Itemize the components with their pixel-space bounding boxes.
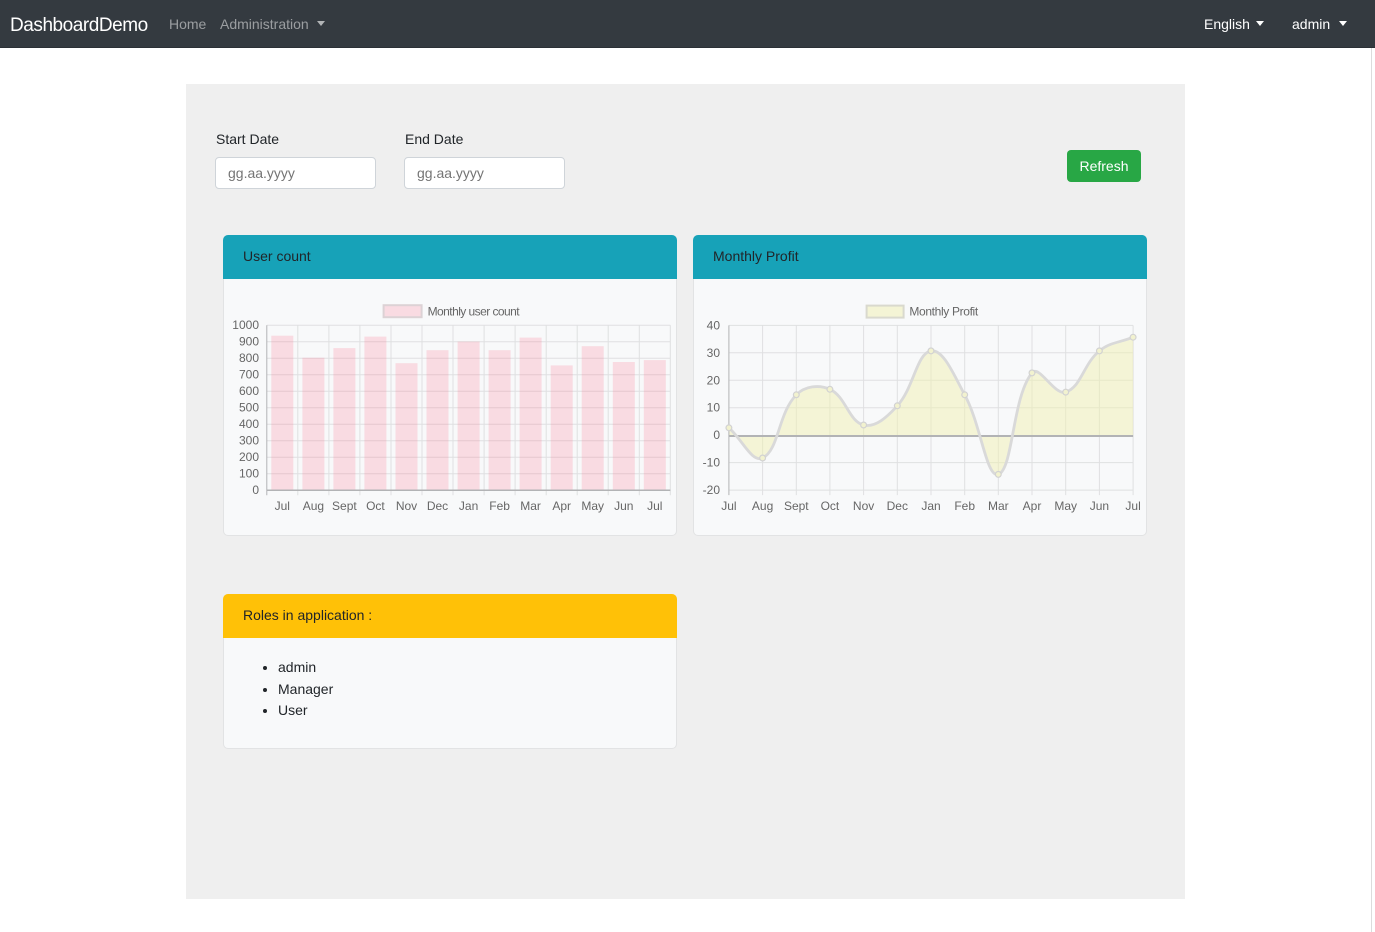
- svg-text:0: 0: [713, 428, 720, 442]
- svg-text:Sept: Sept: [332, 499, 357, 513]
- svg-text:900: 900: [239, 335, 259, 349]
- svg-text:Monthly Profit: Monthly Profit: [909, 305, 978, 319]
- svg-text:Jan: Jan: [459, 499, 478, 513]
- svg-text:500: 500: [239, 401, 259, 415]
- svg-text:30: 30: [707, 346, 721, 360]
- svg-text:600: 600: [239, 384, 259, 398]
- svg-text:Aug: Aug: [303, 499, 324, 513]
- svg-text:Oct: Oct: [366, 499, 385, 513]
- svg-text:Jun: Jun: [614, 499, 633, 513]
- svg-text:200: 200: [239, 450, 259, 464]
- svg-text:Jun: Jun: [1090, 499, 1109, 513]
- svg-text:1000: 1000: [232, 318, 259, 332]
- svg-text:40: 40: [707, 318, 721, 332]
- svg-text:20: 20: [707, 373, 721, 387]
- svg-text:Jul: Jul: [647, 499, 662, 513]
- svg-text:Mar: Mar: [520, 499, 541, 513]
- svg-text:Jul: Jul: [1125, 499, 1140, 513]
- svg-text:Jan: Jan: [921, 499, 940, 513]
- svg-text:Oct: Oct: [821, 499, 840, 513]
- svg-text:Aug: Aug: [752, 499, 773, 513]
- svg-text:10: 10: [707, 401, 721, 415]
- svg-text:Sept: Sept: [784, 499, 809, 513]
- svg-text:Jul: Jul: [721, 499, 736, 513]
- svg-text:100: 100: [239, 467, 259, 481]
- svg-text:Dec: Dec: [427, 499, 448, 513]
- svg-text:Feb: Feb: [954, 499, 975, 513]
- svg-text:Feb: Feb: [489, 499, 510, 513]
- svg-text:0: 0: [252, 483, 259, 497]
- svg-text:Nov: Nov: [853, 499, 874, 513]
- svg-text:800: 800: [239, 351, 259, 365]
- svg-text:700: 700: [239, 368, 259, 382]
- svg-text:Apr: Apr: [1023, 499, 1042, 513]
- svg-text:Apr: Apr: [552, 499, 571, 513]
- svg-text:400: 400: [239, 417, 259, 431]
- svg-text:-10: -10: [703, 456, 721, 470]
- svg-text:300: 300: [239, 434, 259, 448]
- svg-text:May: May: [581, 499, 604, 513]
- svg-text:May: May: [1054, 499, 1077, 513]
- svg-text:Nov: Nov: [396, 499, 417, 513]
- svg-text:Mar: Mar: [988, 499, 1009, 513]
- svg-text:Jul: Jul: [275, 499, 290, 513]
- svg-text:Dec: Dec: [887, 499, 908, 513]
- svg-text:-20: -20: [703, 483, 721, 497]
- svg-text:Monthly user count: Monthly user count: [428, 305, 521, 319]
